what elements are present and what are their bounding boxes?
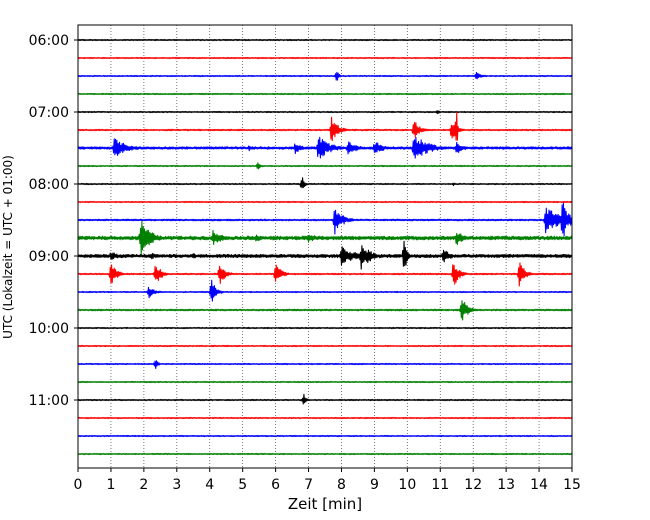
x-tick-label: 4 [205, 477, 214, 493]
trace-0600 [77, 38, 573, 42]
x-tick-label: 0 [74, 477, 83, 493]
trace-1030 [77, 360, 573, 369]
x-tick-label: 14 [530, 477, 548, 493]
trace-1015 [77, 344, 573, 348]
trace-1145 [77, 452, 573, 456]
trace-0630 [77, 71, 573, 81]
x-tick-label: 15 [563, 477, 581, 493]
trace-0815 [77, 200, 573, 204]
x-tick-label: 7 [304, 477, 313, 493]
trace-0845 [77, 221, 573, 257]
x-tick-label: 3 [172, 477, 181, 493]
y-tick-label: 08:00 [29, 177, 69, 193]
x-tick-label: 5 [238, 477, 247, 493]
trace-0745 [77, 162, 573, 170]
plot-background [78, 25, 572, 468]
trace-1000 [77, 326, 573, 330]
trace-1045 [77, 380, 573, 384]
vertical-grid [110, 25, 540, 468]
trace-0915 [77, 262, 573, 287]
trace-0645 [77, 92, 573, 96]
trace-0800 [77, 177, 573, 189]
y-tick-label: 11:00 [29, 393, 69, 409]
y-axis-ticks: 06:00 07:00 08:00 09:00 10:00 11:00 [29, 33, 78, 409]
y-tick-label: 10:00 [29, 321, 69, 337]
x-tick-label: 2 [139, 477, 148, 493]
x-tick-label: 10 [398, 477, 416, 493]
trace-0700 [77, 110, 573, 115]
x-tick-label: 13 [497, 477, 515, 493]
trace-0715 [77, 111, 573, 142]
trace-0945 [77, 300, 573, 321]
seismogram-traces [77, 38, 573, 456]
x-tick-label: 1 [106, 477, 115, 493]
y-axis-title: UTC (Lokalzeit = UTC + 01:00) [1, 155, 15, 339]
x-tick-label: 8 [337, 477, 346, 493]
x-tick-label: 11 [431, 477, 449, 493]
trace-0900 [77, 240, 573, 270]
y-tick-label: 06:00 [29, 33, 69, 49]
x-tick-label: 6 [271, 477, 280, 493]
x-axis-title: Zeit [min] [288, 495, 362, 513]
trace-1115 [77, 416, 573, 420]
y-tick-label: 09:00 [29, 249, 69, 265]
plot-frame [77, 24, 573, 469]
trace-0930 [77, 279, 573, 302]
trace-0730 [77, 136, 573, 159]
y-tick-label: 07:00 [29, 105, 69, 121]
x-tick-label: 12 [464, 477, 482, 493]
trace-1130 [77, 434, 573, 438]
trace-0615 [77, 56, 573, 60]
x-tick-label: 9 [370, 477, 379, 493]
x-axis-ticks: 0 1 2 3 4 5 6 7 8 9 10 11 12 13 14 15 [74, 468, 581, 493]
trace-1100 [77, 393, 573, 405]
trace-0830 [77, 202, 573, 237]
